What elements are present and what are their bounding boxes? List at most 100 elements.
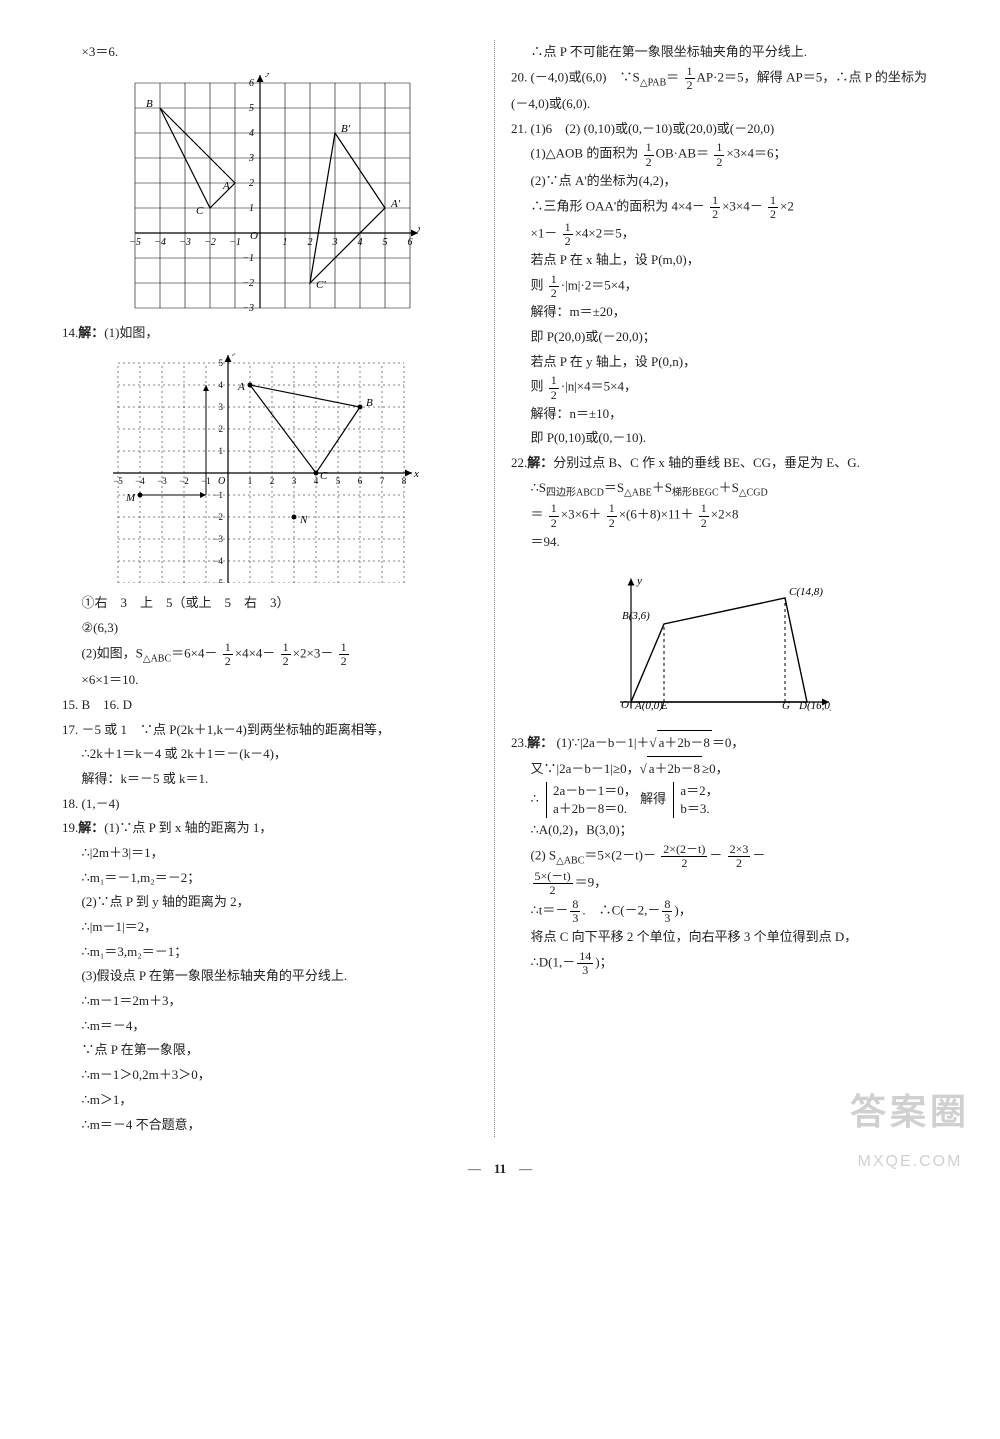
svg-text:y: y xyxy=(232,353,238,356)
svg-text:B: B xyxy=(146,98,153,110)
svg-text:5: 5 xyxy=(336,476,341,486)
svg-text:−2: −2 xyxy=(204,237,216,248)
line: 将点 C 向下平移 2 个单位，向右平移 3 个单位得到点 D， xyxy=(511,925,927,950)
line: (2) S△ABC＝5×(2－t)－ 2×(2－t)2－ 2×32－ xyxy=(511,843,927,870)
line: ∴m＞1， xyxy=(62,1088,478,1113)
line: ×1－ 12×4×2＝5， xyxy=(511,221,927,248)
line: 则 12·|n|×4＝5×4， xyxy=(511,374,927,401)
line: ∴S四边形ABCD＝S△ABE＋S梯形BEGC＋S△CGD xyxy=(511,476,927,503)
line: ×6×1＝10. xyxy=(62,668,478,693)
svg-text:−3: −3 xyxy=(157,476,167,486)
line: 19.解：(1)∵点 P 到 x 轴的距离为 1， xyxy=(62,816,478,841)
svg-text:2: 2 xyxy=(219,424,224,434)
line: 17. －5 或 1 ∵点 P(2k＋1,k－4)到两坐标轴的距离相等， xyxy=(62,718,478,743)
svg-text:y: y xyxy=(265,73,271,78)
line: 15. B 16. D xyxy=(62,693,478,718)
line: 23.解： (1)∵|2a－b－1|＋√a＋2b－8＝0， xyxy=(511,730,927,756)
svg-text:A: A xyxy=(237,381,245,393)
line: 若点 P 在 y 轴上，设 P(0,n)， xyxy=(511,350,927,375)
line: 若点 P 在 x 轴上，设 P(m,0)， xyxy=(511,248,927,273)
svg-text:3: 3 xyxy=(332,237,338,248)
line: ∴D(1,－143)； xyxy=(511,950,927,977)
line: ∴m－1＞0,2m＋3＞0， xyxy=(62,1063,478,1088)
svg-text:x: x xyxy=(413,468,419,480)
column-divider xyxy=(494,40,495,1137)
svg-text:3: 3 xyxy=(292,476,297,486)
svg-text:A(0,0): A(0,0) xyxy=(634,700,663,712)
svg-text:−3: −3 xyxy=(242,303,254,313)
line: ∴m₁＝3,m₂＝－1； xyxy=(62,940,478,965)
line: ∴|2m＋3|＝1， xyxy=(62,841,478,866)
svg-text:−5: −5 xyxy=(113,476,123,486)
svg-text:−2: −2 xyxy=(179,476,189,486)
svg-text:4: 4 xyxy=(249,128,254,139)
line: ②(6,3) xyxy=(62,616,478,641)
svg-text:6: 6 xyxy=(408,237,413,248)
svg-text:−3: −3 xyxy=(213,534,223,544)
line: ∴ 2a－b－1＝0，a＋2b－8＝0. 解得 a＝2，b＝3. xyxy=(511,782,927,818)
figure-13: −5−4−3−2−1123456−3−2−1123456ABCA'B'C'Oxy xyxy=(120,73,420,313)
svg-text:−4: −4 xyxy=(213,556,223,566)
svg-text:C: C xyxy=(320,470,328,482)
line: 20. (－4,0)或(6,0) ∵S△PAB＝ 12AP·2＝5，解得 AP＝… xyxy=(511,65,927,117)
svg-text:−1: −1 xyxy=(213,490,223,500)
svg-text:−5: −5 xyxy=(129,237,141,248)
svg-text:−5: −5 xyxy=(213,578,223,583)
svg-text:3: 3 xyxy=(248,153,254,164)
figure-14: −5−4−3−2−112345678−5−4−3−2−112345ABCMNOx… xyxy=(110,353,430,583)
line: ∵点 P 在第一象限， xyxy=(62,1038,478,1063)
svg-text:8: 8 xyxy=(402,476,407,486)
svg-text:O: O xyxy=(218,476,225,487)
svg-text:M: M xyxy=(125,492,136,504)
svg-text:N: N xyxy=(299,514,308,526)
line: 14.解：(1)如图， xyxy=(62,321,478,346)
right-column: ∴点 P 不可能在第一象限坐标轴夹角的平分线上. 20. (－4,0)或(6,0… xyxy=(499,40,939,1137)
line: ①右 3 上 5（或上 5 右 3） xyxy=(62,591,478,616)
figure-22: OA(0,0)B(3,6)C(14,8)D(16,0)EGxy xyxy=(591,562,831,722)
svg-text:x: x xyxy=(417,223,421,235)
svg-text:1: 1 xyxy=(248,476,253,486)
svg-text:4: 4 xyxy=(219,380,224,390)
svg-text:7: 7 xyxy=(380,476,385,486)
svg-text:5: 5 xyxy=(383,237,388,248)
svg-text:3: 3 xyxy=(219,402,224,412)
line: 解得：n＝±10， xyxy=(511,402,927,427)
line: 22.解：分别过点 B、C 作 x 轴的垂线 BE、CG，垂足为 E、G. xyxy=(511,451,927,476)
svg-text:5: 5 xyxy=(219,358,224,368)
svg-text:5: 5 xyxy=(249,103,254,114)
line: ∴t＝－83. ∴C(－2,－83)， xyxy=(511,898,927,925)
line: ∴m－1＝2m＋3， xyxy=(62,989,478,1014)
line: ∴2k＋1＝k－4 或 2k＋1＝－(k－4)， xyxy=(62,742,478,767)
svg-text:B': B' xyxy=(341,123,351,135)
svg-text:D(16,0): D(16,0) xyxy=(798,700,831,712)
svg-text:C': C' xyxy=(316,279,326,291)
line: 解得：k＝－5 或 k＝1. xyxy=(62,767,478,792)
line: ∴点 P 不可能在第一象限坐标轴夹角的平分线上. xyxy=(511,40,927,65)
line: ∴|m－1|＝2， xyxy=(62,915,478,940)
line: (3)假设点 P 在第一象限坐标轴夹角的平分线上. xyxy=(62,964,478,989)
svg-text:2: 2 xyxy=(270,476,275,486)
svg-text:B(3,6): B(3,6) xyxy=(622,610,650,622)
line: ＝ 12×3×6＋ 12×(6＋8)×11＋ 12×2×8 xyxy=(511,502,927,529)
line: 即 P(0,10)或(0,－10). xyxy=(511,426,927,451)
line: ∴m＝－4 不合题意， xyxy=(62,1113,478,1138)
svg-text:O: O xyxy=(250,230,258,242)
svg-text:−4: −4 xyxy=(154,237,166,248)
svg-text:−1: −1 xyxy=(242,253,254,264)
line: ∴m₁＝－1,m₂＝－2； xyxy=(62,866,478,891)
line: ∴A(0,2)，B(3,0)； xyxy=(511,818,927,843)
line: 解得：m＝±20， xyxy=(511,300,927,325)
line: ∴m＝－4， xyxy=(62,1014,478,1039)
svg-text:6: 6 xyxy=(358,476,363,486)
svg-text:C: C xyxy=(196,205,204,217)
svg-text:1: 1 xyxy=(249,203,254,214)
line: (1)△AOB 的面积为 12OB·AB＝ 12×3×4＝6； xyxy=(511,141,927,168)
svg-text:A: A xyxy=(222,180,230,192)
svg-text:O: O xyxy=(621,699,629,711)
line: (2)∵点 A'的坐标为(4,2)， xyxy=(511,169,927,194)
line: ×3＝6. xyxy=(62,40,478,65)
line: 21. (1)6 (2) (0,10)或(0,－10)或(20,0)或(－20,… xyxy=(511,117,927,142)
page-number: — 11 — xyxy=(50,1157,950,1182)
line: 则 12·|m|·2＝5×4， xyxy=(511,273,927,300)
svg-text:y: y xyxy=(636,575,642,587)
